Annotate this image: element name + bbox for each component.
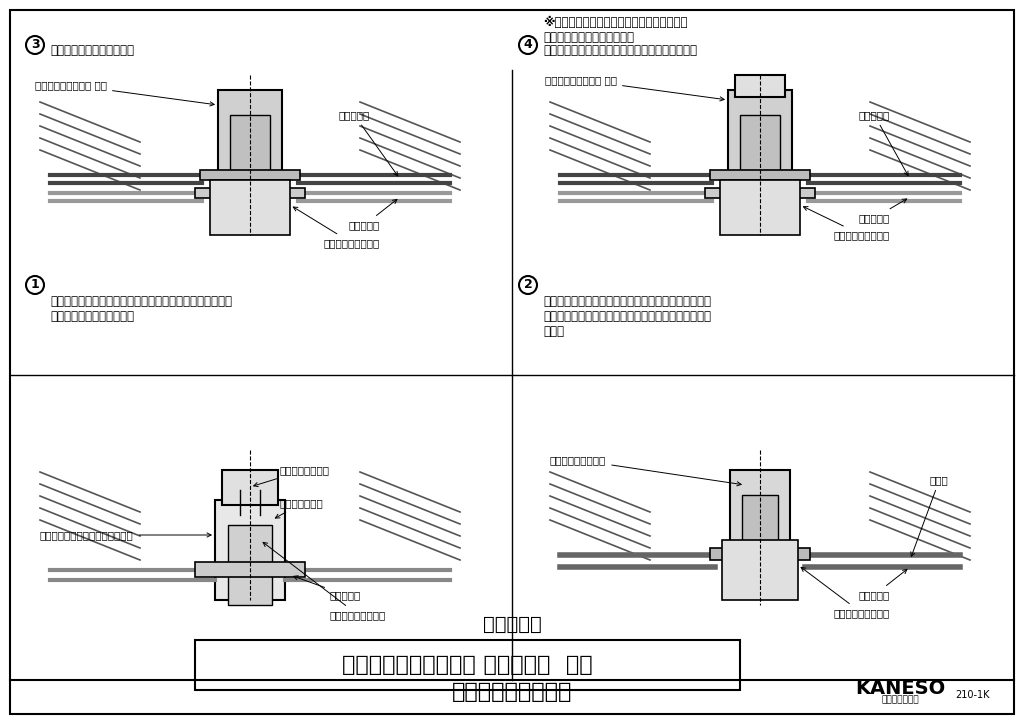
Text: 新規ルーフドレイン ＲＲ: 新規ルーフドレイン ＲＲ xyxy=(35,80,214,106)
Text: 既存ルーフドレインのストレーナー、防水層押え、防水層
押え用ボルトを外します。: 既存ルーフドレインのストレーナー、防水層押え、防水層 押え用ボルトを外します。 xyxy=(50,295,232,323)
Bar xyxy=(710,548,810,560)
Bar xyxy=(705,188,815,198)
Text: 既存防水層押え: 既存防水層押え xyxy=(275,498,324,518)
Text: 2: 2 xyxy=(523,279,532,292)
Text: 翩カネソウ株式会社: 翩カネソウ株式会社 xyxy=(452,682,572,702)
Text: ストレーナーを丸小ネジで固定し施工完了です。: ストレーナーを丸小ネジで固定し施工完了です。 xyxy=(543,43,697,56)
Bar xyxy=(742,495,778,590)
Text: 施工手順書: 施工手順書 xyxy=(482,615,542,634)
Text: 新規防水工事を行います。: 新規防水工事を行います。 xyxy=(50,43,134,56)
Text: 1: 1 xyxy=(31,279,39,292)
Bar xyxy=(222,470,278,505)
Text: 既存防水層: 既存防水層 xyxy=(349,199,397,230)
Text: 既存ルーフドレイン本体にＲＲ本体を差し込みます。
この時、重ね部シートを既存防水層に密着させてくだ
さい。: 既存ルーフドレイン本体にＲＲ本体を差し込みます。 この時、重ね部シートを既存防水… xyxy=(543,295,711,338)
Text: 新規防水層: 新規防水層 xyxy=(339,110,397,176)
Bar xyxy=(195,188,305,198)
Text: 防水層押え固定用ボルト：ナット: 防水層押え固定用ボルト：ナット xyxy=(40,530,211,540)
Bar xyxy=(218,90,282,210)
Bar xyxy=(720,180,800,235)
Bar xyxy=(210,180,290,235)
Bar xyxy=(230,115,270,210)
Text: 既存ルーフドレイン: 既存ルーフドレイン xyxy=(263,542,386,620)
Text: ※　丸小ネジの締めすぎにご注意ください。
　　破損の原因になります。: ※ 丸小ネジの締めすぎにご注意ください。 破損の原因になります。 xyxy=(543,16,687,44)
Text: シート: シート xyxy=(910,475,949,556)
Text: 既存ルーフドレイン: 既存ルーフドレイン xyxy=(804,206,890,240)
Bar xyxy=(195,562,305,577)
Text: 既存ストレーナー: 既存ストレーナー xyxy=(254,465,330,487)
Bar xyxy=(228,525,272,605)
Bar xyxy=(722,540,798,600)
Bar xyxy=(735,75,785,97)
Bar xyxy=(215,500,285,600)
Bar xyxy=(710,170,810,180)
Text: 快適をかたちに: 快適をかたちに xyxy=(882,696,919,704)
Text: 既存ルーフドレイン: 既存ルーフドレイン xyxy=(801,568,890,618)
Text: KANESO: KANESO xyxy=(855,678,945,697)
Text: 既存ルーフドレイン: 既存ルーフドレイン xyxy=(293,207,380,248)
Bar xyxy=(740,115,780,210)
Text: 既存防水層: 既存防水層 xyxy=(859,199,906,223)
Bar xyxy=(728,90,792,210)
Bar xyxy=(200,170,300,180)
Text: 防水改修用二重ドレン 重ね貼り用  ＲＲ: 防水改修用二重ドレン 重ね貼り用 ＲＲ xyxy=(342,655,592,675)
Bar xyxy=(730,470,790,590)
Text: 既存防水層: 既存防水層 xyxy=(294,576,361,600)
Bar xyxy=(195,640,740,690)
Text: 210-1K: 210-1K xyxy=(955,690,990,700)
Text: 新規ルーフドレイン ＲＲ: 新規ルーフドレイン ＲＲ xyxy=(545,75,724,101)
Text: 新規防水層: 新規防水層 xyxy=(859,110,908,176)
Text: 新規ルーフドレイン: 新規ルーフドレイン xyxy=(550,455,741,486)
Text: 既存防水層: 既存防水層 xyxy=(859,569,907,600)
Text: 4: 4 xyxy=(523,38,532,51)
Text: 3: 3 xyxy=(31,38,39,51)
